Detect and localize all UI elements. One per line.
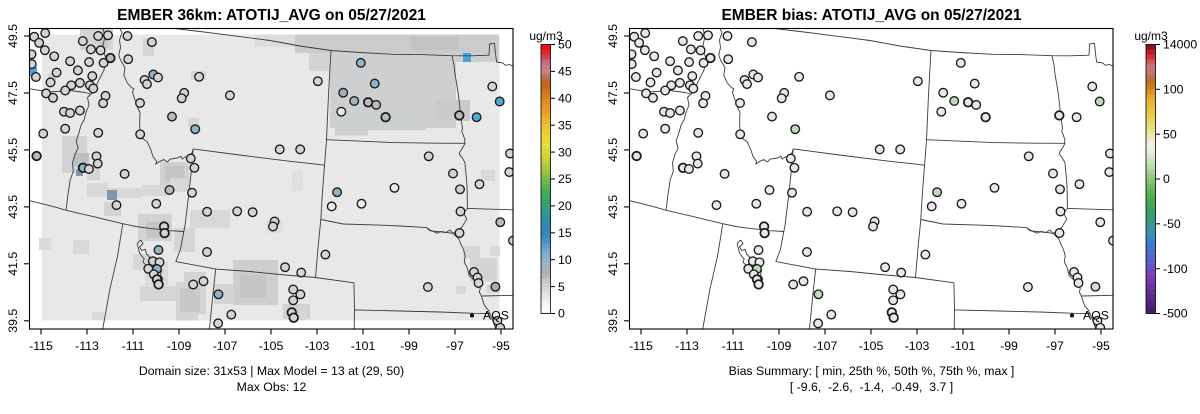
- svg-text:49.5: 49.5: [606, 24, 620, 48]
- svg-text:43.5: 43.5: [6, 195, 20, 219]
- svg-text:EMBER bias: ATOTIJ_AVG on 05/2: EMBER bias: ATOTIJ_AVG on 05/27/2021: [721, 7, 1021, 24]
- svg-text:-115: -115: [29, 339, 53, 353]
- svg-text:-103: -103: [305, 339, 330, 353]
- svg-text:45.5: 45.5: [6, 138, 20, 162]
- svg-text:-113: -113: [75, 339, 99, 353]
- svg-text:10: 10: [558, 253, 572, 267]
- svg-text:5: 5: [558, 280, 565, 294]
- svg-text:-113: -113: [675, 339, 699, 353]
- svg-text:[ -9.6, -2.6, -1.4, -0.49,: [ -9.6, -2.6, -1.4, -0.49, 3.7 ]: [790, 380, 953, 394]
- svg-text:-99: -99: [400, 339, 418, 353]
- svg-text:40: 40: [558, 92, 572, 106]
- svg-text:35: 35: [558, 118, 572, 132]
- svg-text:39.5: 39.5: [6, 309, 20, 333]
- svg-text:-111: -111: [122, 339, 145, 353]
- svg-text:41.5: 41.5: [6, 252, 20, 276]
- svg-text:45: 45: [558, 65, 572, 79]
- svg-text:-500: -500: [1163, 307, 1188, 321]
- svg-text:-111: -111: [722, 339, 745, 353]
- svg-text:Domain size: 31x53 | Max Model: Domain size: 31x53 | Max Model = 13 at (…: [139, 364, 404, 378]
- svg-text:-109: -109: [167, 339, 192, 353]
- svg-text:-107: -107: [813, 339, 838, 353]
- svg-text:Bias Summary: [ min, 25th %, 5: Bias Summary: [ min, 25th %, 50th %, 75t…: [729, 364, 1015, 378]
- svg-text:Max Obs: 12: Max Obs: 12: [237, 380, 307, 394]
- svg-text:-109: -109: [767, 339, 792, 353]
- svg-text:-101: -101: [951, 339, 976, 353]
- svg-text:15: 15: [558, 226, 572, 240]
- svg-text:0: 0: [558, 307, 565, 321]
- svg-text:50: 50: [558, 38, 572, 52]
- svg-text:-107: -107: [213, 339, 238, 353]
- svg-text:45.5: 45.5: [606, 138, 620, 162]
- svg-text:-97: -97: [1046, 339, 1064, 353]
- svg-text:-95: -95: [1092, 339, 1110, 353]
- svg-text:-105: -105: [859, 339, 884, 353]
- svg-text:20: 20: [558, 199, 572, 213]
- svg-text:47.5: 47.5: [6, 81, 20, 105]
- svg-text:-97: -97: [446, 339, 464, 353]
- svg-text:39.5: 39.5: [606, 309, 620, 333]
- svg-text:-115: -115: [629, 339, 653, 353]
- svg-text:EMBER 36km: ATOTIJ_AVG on 05/2: EMBER 36km: ATOTIJ_AVG on 05/27/2021: [117, 7, 426, 24]
- svg-text:47.5: 47.5: [606, 81, 620, 105]
- svg-text:-105: -105: [259, 339, 284, 353]
- svg-text:-100: -100: [1163, 262, 1188, 276]
- svg-text:0: 0: [1163, 172, 1170, 186]
- svg-text:ug/m3: ug/m3: [529, 29, 563, 43]
- svg-text:25: 25: [558, 172, 572, 186]
- svg-text:AQS: AQS: [483, 309, 509, 323]
- svg-text:-103: -103: [905, 339, 930, 353]
- svg-text:43.5: 43.5: [606, 195, 620, 219]
- svg-text:49.5: 49.5: [6, 24, 20, 48]
- svg-text:-50: -50: [1163, 217, 1181, 231]
- svg-text:14000: 14000: [1163, 38, 1197, 52]
- svg-text:AQS: AQS: [1083, 309, 1109, 323]
- svg-text:ug/m3: ug/m3: [1134, 29, 1168, 43]
- svg-text:30: 30: [558, 145, 572, 159]
- svg-text:50: 50: [1163, 127, 1177, 141]
- svg-text:-101: -101: [351, 339, 376, 353]
- svg-text:100: 100: [1163, 83, 1184, 97]
- svg-text:41.5: 41.5: [606, 252, 620, 276]
- svg-text:-99: -99: [1000, 339, 1018, 353]
- svg-text:-95: -95: [492, 339, 510, 353]
